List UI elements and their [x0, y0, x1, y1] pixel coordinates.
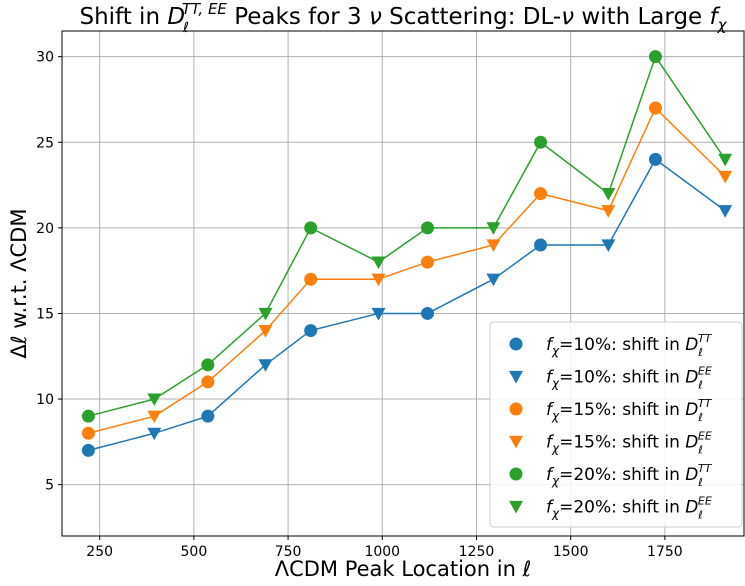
data-point-circle: [201, 358, 215, 372]
plot-frame: [61, 30, 745, 537]
legend-marker-circle: [509, 402, 523, 416]
data-point-triangle: [147, 410, 162, 424]
y-tick-label: 10: [36, 392, 54, 408]
legend-entry-label: fχ=10%: shift in DℓEE: [546, 365, 712, 392]
data-point-circle: [534, 238, 548, 252]
data-point-triangle: [258, 324, 273, 338]
x-tick-label: 250: [86, 544, 113, 560]
axis-ticks: 250 500 750 1000 1250 1500 1750 5 10 15 20 25 30: [36, 50, 683, 560]
data-point-triangle: [601, 205, 616, 218]
data-point-circle: [201, 375, 215, 389]
data-point-triangle: [601, 188, 616, 201]
x-tick-label: 500: [181, 544, 208, 560]
data-point-triangle: [371, 307, 386, 321]
y-tick-label: 20: [36, 221, 54, 237]
legend-entry-label: fχ=15%: shift in DℓTT: [546, 397, 713, 424]
legend-entry-label: fχ=15%: shift in DℓEE: [546, 430, 712, 457]
data-point-circle: [81, 409, 95, 423]
y-axis-label: Δℓ w.r.t. ΛCDM: [7, 209, 31, 359]
data-point-triangle: [258, 359, 273, 372]
data-point-circle: [420, 221, 434, 235]
data-point-triangle: [718, 153, 733, 167]
data-point-triangle: [718, 205, 733, 218]
data-point-triangle: [718, 170, 733, 184]
data-point-circle: [648, 50, 662, 64]
data-point-circle: [420, 306, 434, 320]
data-point-triangle: [486, 222, 501, 235]
x-tick-label: 750: [275, 544, 302, 560]
y-tick-label: 5: [45, 478, 54, 494]
legend-marker-circle: [509, 467, 523, 481]
y-tick-label: 15: [36, 306, 54, 322]
data-point-circle: [81, 426, 95, 440]
legend-box: [489, 321, 743, 528]
series-line: [88, 55, 726, 417]
data-point-triangle: [601, 239, 616, 252]
data-point-circle: [304, 221, 318, 235]
data-point-circle: [534, 187, 548, 201]
data-point-triangle: [147, 427, 162, 441]
data-point-circle: [648, 152, 662, 166]
data-markers: [81, 50, 733, 457]
data-point-circle: [81, 443, 95, 457]
data-point-triangle: [147, 393, 162, 407]
x-axis-label: ΛCDM Peak Location in ℓ: [275, 557, 532, 581]
data-point-circle: [201, 409, 215, 423]
legend-entry-label: fχ=20%: shift in DℓEE: [546, 495, 712, 522]
data-point-circle: [648, 101, 662, 115]
data-point-triangle: [258, 307, 273, 321]
data-point-circle: [420, 255, 434, 269]
data-point-triangle: [486, 239, 501, 252]
data-point-circle: [534, 135, 548, 149]
series-line: [88, 106, 726, 435]
series-lines: [88, 55, 726, 452]
x-tick-label: 1000: [364, 544, 400, 560]
data-point-circle: [304, 324, 318, 338]
legend-entry-label: fχ=20%: shift in DℓTT: [546, 462, 713, 489]
data-point-triangle: [371, 256, 386, 270]
legend-marker-circle: [509, 337, 523, 351]
data-point-triangle: [371, 273, 386, 287]
legend-entry-label: fχ=10%: shift in DℓTT: [546, 332, 713, 359]
grid-layer: [62, 31, 744, 536]
legend: fχ=10%: shift in DℓTT fχ=10%: shift in Dℓ…: [489, 321, 743, 528]
y-tick-label: 30: [36, 50, 54, 66]
x-tick-label: 1750: [647, 544, 683, 560]
series-line: [88, 158, 726, 452]
data-point-triangle: [486, 273, 501, 287]
chart-title: Shift in DℓTT, EE Peaks for 3 ν Scatteri…: [79, 0, 727, 36]
x-tick-label: 1500: [553, 544, 589, 560]
legend-marker-triangle: [509, 500, 523, 514]
legend-marker-triangle: [509, 435, 523, 449]
legend-marker-triangle: [509, 370, 523, 384]
data-point-circle: [304, 272, 318, 286]
y-tick-label: 25: [36, 135, 54, 151]
x-tick-label: 1250: [459, 544, 495, 560]
